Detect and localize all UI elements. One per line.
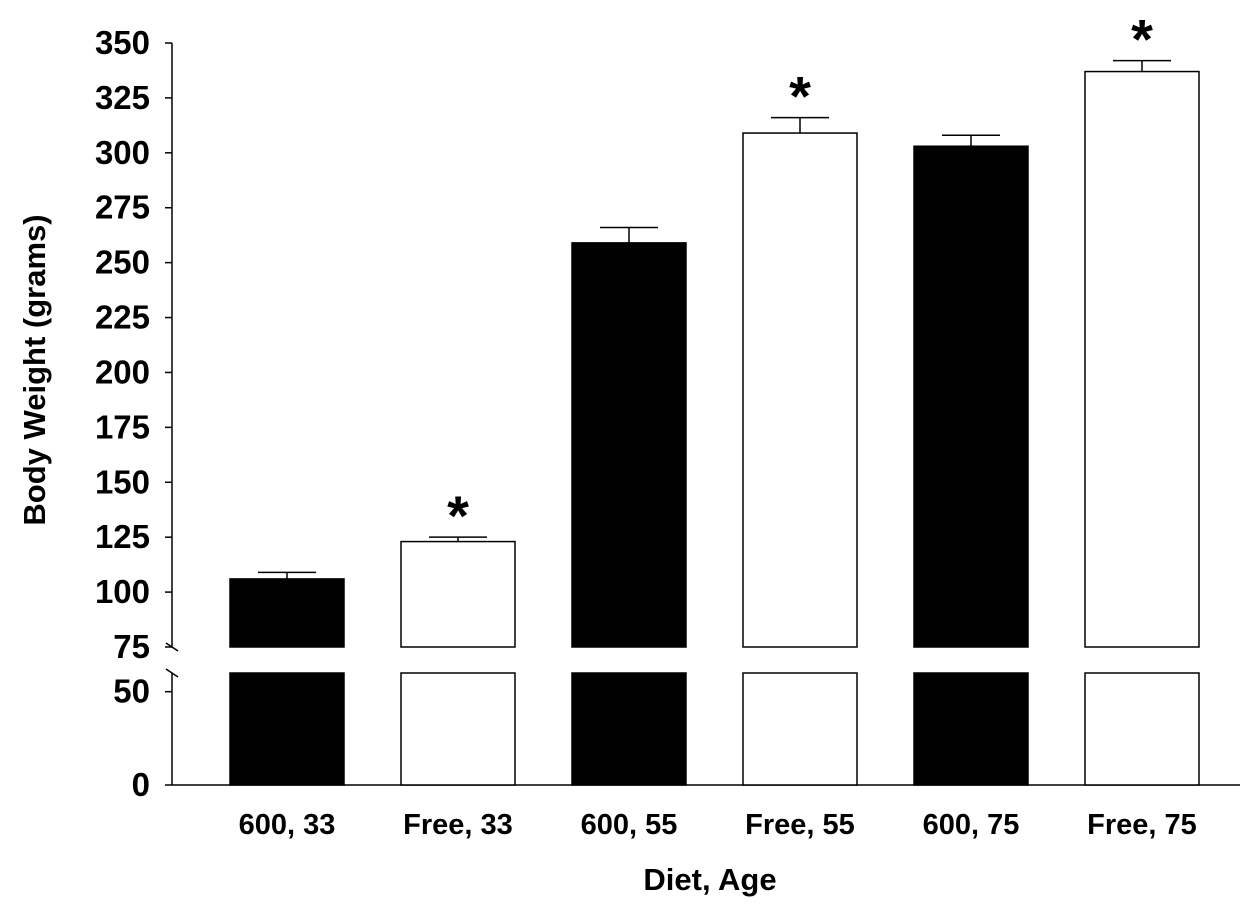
- axis-break-mark: [165, 668, 179, 678]
- x-tick-label: 600, 55: [581, 809, 678, 841]
- y-tick-label: 100: [95, 573, 150, 610]
- significance-marker: *: [447, 484, 469, 547]
- x-tick-label: Free, 55: [745, 809, 855, 841]
- bar-upper: [571, 242, 687, 648]
- x-tick-label: Free, 75: [1087, 809, 1197, 841]
- significance-marker: *: [789, 65, 811, 128]
- y-tick-label: 225: [95, 299, 150, 336]
- y-axis-title: Body Weight (grams): [17, 214, 52, 525]
- bar-upper: [400, 540, 516, 648]
- bar-lower: [229, 672, 345, 786]
- bar-upper: [1084, 70, 1200, 648]
- bar-lower: [913, 672, 1029, 786]
- y-tick-label: 325: [95, 79, 150, 116]
- bar-upper: [913, 145, 1029, 648]
- y-tick-label: 150: [95, 463, 150, 500]
- x-tick-label: 600, 33: [239, 809, 336, 841]
- x-axis-title: Diet, Age: [643, 862, 776, 897]
- y-tick-label: 75: [113, 628, 150, 665]
- x-tick-label: Free, 33: [403, 809, 513, 841]
- bar-upper: [229, 578, 345, 648]
- y-tick-label: 175: [95, 408, 150, 445]
- bar-lower: [1084, 672, 1200, 786]
- significance-marker: *: [1131, 8, 1153, 71]
- bars: [229, 70, 1200, 786]
- y-tick-label: 200: [95, 353, 150, 390]
- y-axis-ticks: 350 325 300 275 250 225 200 175 150 125 100 75 50 0: [95, 24, 172, 803]
- y-tick-label: 275: [95, 189, 150, 226]
- x-tick-label: 600, 75: [923, 809, 1020, 841]
- y-tick-label: 125: [95, 518, 150, 555]
- bar-lower: [571, 672, 687, 786]
- bar-lower: [742, 672, 858, 786]
- error-bars: [258, 59, 1171, 579]
- y-tick-label: 0: [132, 766, 150, 803]
- x-axis-categories: 600, 33 Free, 33 600, 55 Free, 55 600, 75 Fre…: [239, 809, 1197, 841]
- bar-upper: [742, 132, 858, 648]
- y-tick-label: 300: [95, 134, 150, 171]
- significance-markers: * * *: [447, 8, 1153, 548]
- y-tick-label: 350: [95, 24, 150, 61]
- y-tick-label: 50: [113, 673, 150, 710]
- y-tick-label: 250: [95, 244, 150, 281]
- bar-lower: [400, 672, 516, 786]
